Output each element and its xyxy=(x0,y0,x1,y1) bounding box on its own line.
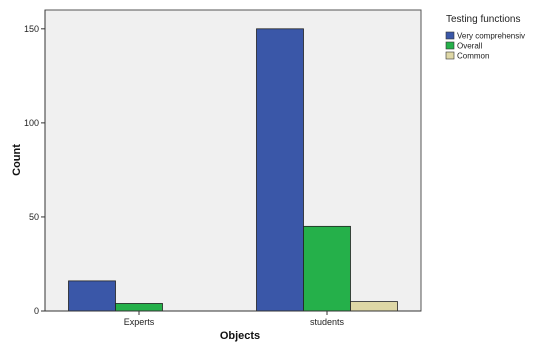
x-tick-label: students xyxy=(310,317,345,327)
y-axis-title: Count xyxy=(11,144,23,176)
plot-area xyxy=(44,9,422,312)
legend: Testing functions Very comprehensivOvera… xyxy=(445,14,525,61)
legend-label: Common xyxy=(457,52,489,61)
legend-swatch xyxy=(445,41,455,50)
y-tick-label: 0 xyxy=(34,306,39,316)
y-tick-label: 150 xyxy=(24,24,39,34)
x-tick-label: Experts xyxy=(124,317,155,327)
legend-label: Very comprehensiv xyxy=(457,32,525,41)
legend-swatch xyxy=(445,31,455,40)
y-tick-label: 50 xyxy=(29,212,39,222)
y-tick-label: 100 xyxy=(24,118,39,128)
bar-students-3 xyxy=(350,301,398,312)
bar-students-2 xyxy=(303,225,351,312)
legend-title: Testing functions xyxy=(446,14,521,25)
bar-experts-2 xyxy=(115,303,163,312)
legend-label: Overall xyxy=(457,42,483,51)
bar-students-1 xyxy=(256,28,304,312)
x-axis-title: Objects xyxy=(220,330,260,342)
legend-swatch xyxy=(445,51,455,60)
bar-experts-1 xyxy=(68,280,116,312)
